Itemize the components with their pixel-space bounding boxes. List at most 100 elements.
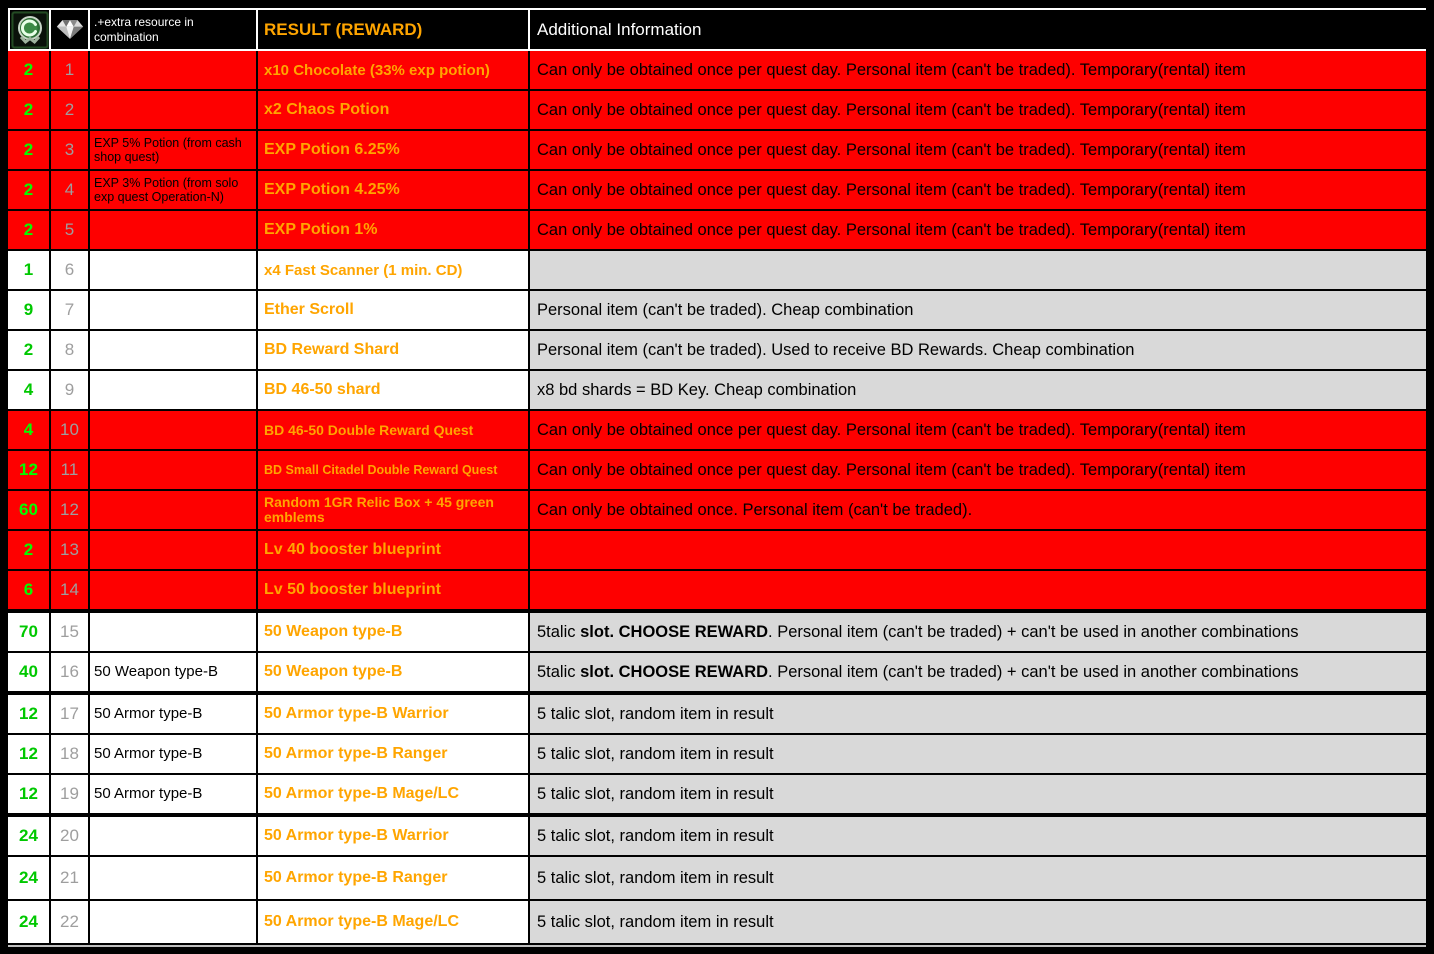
result-text: Lv 50 booster blueprint (264, 581, 441, 598)
qty-value: 2 (23, 220, 34, 239)
table-row: 12 11 BD Small Citadel Double Reward Que… (8, 451, 1426, 491)
info-text: 5 talic slot, random item in result (537, 704, 774, 723)
table-row: 6 14 Lv 50 booster blueprint (8, 571, 1426, 613)
info-cell: 5 talic slot, random item in result (530, 901, 1426, 945)
info-text: Can only be obtained once per quest day.… (537, 100, 1246, 119)
info-text: 5 talic slot, random item in result (537, 826, 774, 845)
extra-resource-cell (90, 571, 258, 613)
index-value: 3 (64, 140, 75, 159)
info-text-segment: . Personal item (can't be traded) + can'… (768, 622, 1299, 641)
result-cell: x4 Fast Scanner (1 min. CD) (258, 251, 530, 291)
info-cell: 5 talic slot, random item in result (530, 735, 1426, 775)
info-text: Can only be obtained once per quest day.… (537, 60, 1246, 79)
table-row: 2 5 EXP Potion 1% Can only be obtained o… (8, 211, 1426, 251)
qty-value: 2 (23, 60, 34, 79)
qty-cell: 12 (8, 775, 51, 817)
info-cell: 5 talic slot, random item in result (530, 857, 1426, 901)
qty-value: 4 (23, 420, 34, 439)
info-text: Personal item (can't be traded). Cheap c… (537, 300, 914, 319)
qty-cell: 2 (8, 131, 51, 171)
header-additional-info: Additional Information (530, 8, 1426, 51)
index-value: 20 (60, 826, 79, 845)
index-value: 14 (60, 580, 79, 599)
index-value: 11 (60, 460, 79, 479)
index-cell: 4 (51, 171, 90, 211)
extra-resource-text: 50 Weapon type-B (94, 662, 218, 680)
info-cell: Can only be obtained once per quest day.… (530, 211, 1426, 251)
table-row: 2 4 EXP 3% Potion (from solo exp quest O… (8, 171, 1426, 211)
qty-cell: 2 (8, 91, 51, 131)
result-cell: 50 Armor type-B Ranger (258, 857, 530, 901)
index-value: 6 (64, 260, 75, 279)
index-cell: 12 (51, 491, 90, 531)
index-cell: 5 (51, 211, 90, 251)
result-text: BD 46-50 shard (264, 381, 381, 398)
qty-value: 24 (19, 912, 38, 931)
info-text: Can only be obtained once per quest day.… (537, 140, 1246, 159)
table-row: 24 22 50 Armor type-B Mage/LC 5 talic sl… (8, 901, 1426, 945)
info-text: 5talic slot. CHOOSE REWARD. Personal ite… (537, 663, 1299, 682)
qty-cell: 2 (8, 531, 51, 571)
info-cell: 5 talic slot, random item in result (530, 817, 1426, 857)
table-row: 24 20 50 Armor type-B Warrior 5 talic sl… (8, 817, 1426, 857)
info-text: 5 talic slot, random item in result (537, 912, 774, 931)
index-cell: 2 (51, 91, 90, 131)
gem-icon (55, 18, 85, 41)
table-row: 4 9 BD 46-50 shard x8 bd shards = BD Key… (8, 371, 1426, 411)
info-text: 5 talic slot, random item in result (537, 744, 774, 763)
header-extra-resource: .+extra resource in combination (90, 8, 258, 51)
index-cell: 1 (51, 51, 90, 91)
index-cell: 9 (51, 371, 90, 411)
result-cell: Lv 50 booster blueprint (258, 571, 530, 613)
qty-value: 12 (19, 460, 38, 479)
result-text: 50 Armor type-B Mage/LC (264, 913, 459, 930)
extra-resource-cell (90, 411, 258, 451)
qty-value: 24 (19, 868, 38, 887)
qty-cell: 60 (8, 491, 51, 531)
table-row: 24 21 50 Armor type-B Ranger 5 talic slo… (8, 857, 1426, 901)
qty-value: 1 (23, 260, 34, 279)
info-cell (530, 531, 1426, 571)
table-row: 2 13 Lv 40 booster blueprint (8, 531, 1426, 571)
result-cell: x2 Chaos Potion (258, 91, 530, 131)
info-cell: 5talic slot. CHOOSE REWARD. Personal ite… (530, 613, 1426, 653)
extra-resource-cell (90, 491, 258, 531)
index-value: 22 (60, 912, 79, 931)
qty-value: 40 (19, 662, 38, 681)
info-text-segment: slot. CHOOSE REWARD (580, 662, 769, 681)
info-text: Can only be obtained once per quest day.… (537, 220, 1246, 239)
table-row: 12 19 50 Armor type-B 50 Armor type-B Ma… (8, 775, 1426, 817)
info-cell: 5talic slot. CHOOSE REWARD. Personal ite… (530, 653, 1426, 695)
qty-cell: 4 (8, 411, 51, 451)
info-text: x8 bd shards = BD Key. Cheap combination (537, 380, 857, 399)
index-cell: 10 (51, 411, 90, 451)
extra-resource-text: 50 Armor type-B (94, 704, 203, 722)
result-cell: EXP Potion 4.25% (258, 171, 530, 211)
index-value: 17 (60, 704, 79, 723)
info-text-segment: . Personal item (can't be traded) + can'… (768, 662, 1299, 681)
table-row: 2 1 x10 Chocolate (33% exp potion) Can o… (8, 51, 1426, 91)
index-value: 7 (64, 300, 75, 319)
info-cell (530, 571, 1426, 613)
index-value: 1 (64, 60, 75, 79)
info-text: Can only be obtained once per quest day.… (537, 460, 1246, 479)
qty-value: 12 (19, 704, 38, 723)
result-text: 50 Armor type-B Mage/LC (264, 785, 459, 802)
index-cell: 19 (51, 775, 90, 817)
qty-cell: 70 (8, 613, 51, 653)
qty-value: 2 (23, 340, 34, 359)
index-value: 15 (60, 622, 79, 641)
result-cell: 50 Armor type-B Warrior (258, 695, 530, 735)
qty-value: 9 (23, 300, 34, 319)
index-value: 12 (60, 500, 79, 519)
table-row: 2 8 BD Reward Shard Personal item (can't… (8, 331, 1426, 371)
info-text-segment: slot. CHOOSE REWARD (580, 622, 769, 641)
index-cell: 13 (51, 531, 90, 571)
result-text: EXP Potion 4.25% (264, 181, 400, 198)
index-value: 10 (60, 420, 79, 439)
info-cell: Can only be obtained once per quest day.… (530, 131, 1426, 171)
result-text: 50 Armor type-B Warrior (264, 827, 449, 844)
table-row: 70 15 50 Weapon type-B 5talic slot. CHOO… (8, 613, 1426, 653)
result-cell: EXP Potion 1% (258, 211, 530, 251)
table-row: 40 16 50 Weapon type-B 50 Weapon type-B … (8, 653, 1426, 695)
